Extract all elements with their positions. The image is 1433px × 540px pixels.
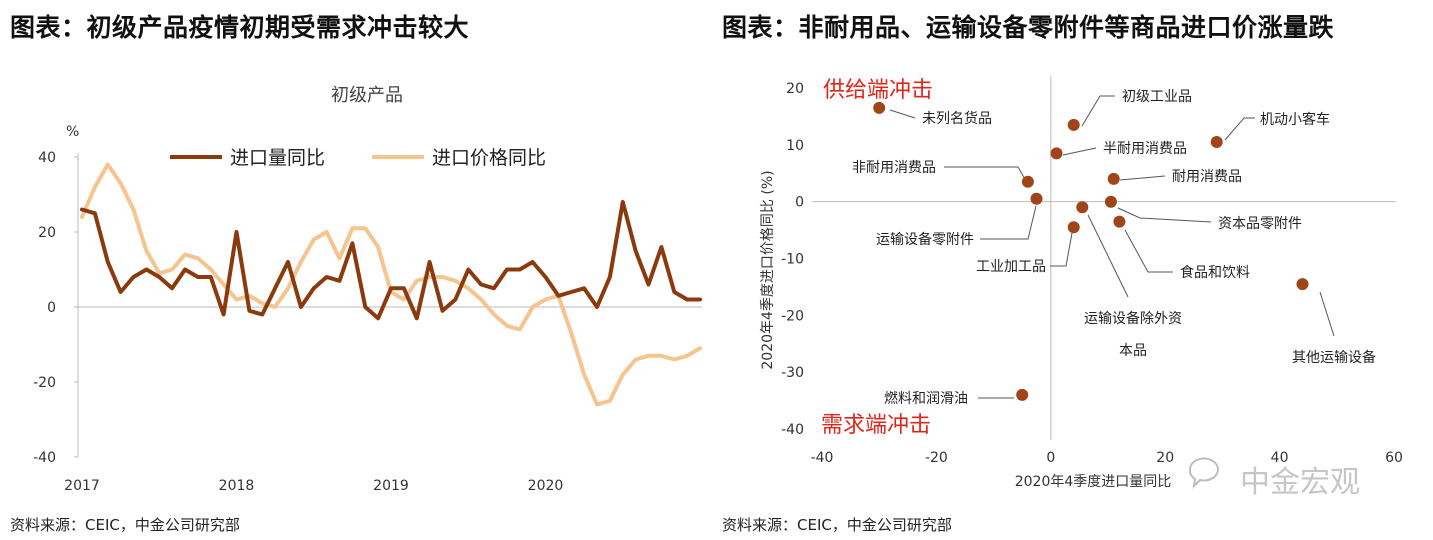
scatter-point-label: 资本品零附件 (1218, 216, 1302, 232)
scatter-point-label: 未列名货品 (922, 110, 992, 127)
left-legend-label-1: 进口量同比 (230, 147, 325, 169)
point-leader-line (889, 109, 916, 119)
watermark-text: 中金宏观 (1240, 465, 1360, 500)
right-x-tick-label: 60 (1385, 450, 1403, 466)
left-plot-title: 初级产品 (331, 85, 403, 106)
point-leader-line (1081, 95, 1115, 127)
point-leader-line (980, 205, 1037, 240)
scatter-point (1076, 201, 1089, 214)
scatter-point-label: 机动小客车 (1260, 111, 1330, 128)
right-y-tick-label: -10 (781, 252, 804, 268)
watermark-logo: 中金宏观 (1188, 457, 1360, 500)
left-y-tick-label: -40 (33, 450, 56, 466)
scatter-point-label: 运输设备零附件 (876, 231, 974, 248)
left-x-tick-label: 2020 (528, 478, 564, 494)
point-leader-line (1062, 147, 1097, 156)
scatter-point-label: 燃料和润滑油 (884, 390, 968, 407)
left-x-tick-label: 2019 (373, 478, 409, 494)
right-chart-title: 图表：非耐用品、运输设备零附件等商品进口价涨量跌 (722, 13, 1335, 42)
right-y-axis-title: 2020年4季度进口价格同比 (%) (760, 170, 776, 369)
left-y-tick-label: 20 (38, 225, 56, 241)
right-y-tick-label: -40 (781, 422, 804, 438)
wechat-icon (1188, 457, 1219, 489)
left-y-tick-label: -20 (33, 375, 56, 391)
right-x-tick-label: -20 (925, 450, 948, 466)
scatter-point (1030, 192, 1043, 205)
left-series-line-1 (80, 200, 702, 321)
right-x-tick-label: 0 (1046, 450, 1055, 466)
left-y-tick-label: 0 (47, 300, 56, 316)
scatter-point (1021, 175, 1034, 188)
right-source-note: 资料来源：CEIC，中金公司研究部 (722, 516, 952, 534)
right-x-tick-label: 40 (1271, 450, 1289, 466)
scatter-point-label: 初级工业品 (1122, 88, 1192, 105)
right-y-tick-label: -20 (781, 308, 804, 324)
right-x-tick-label: -40 (811, 450, 834, 466)
point-leader-line (1319, 291, 1335, 337)
point-leader-line (944, 166, 1027, 182)
scatter-point (1050, 147, 1063, 160)
left-legend-label-2: 进口价格同比 (432, 147, 546, 169)
scatter-point (1067, 221, 1080, 234)
right-x-axis-title: 2020年4季度进口量同比 (1015, 474, 1172, 490)
scatter-point-label: 其他运输设备 (1292, 349, 1376, 366)
point-leader-line (1050, 232, 1073, 267)
left-source-note: 资料来源：CEIC，中金公司研究部 (10, 516, 240, 534)
scatter-point (1104, 195, 1117, 208)
point-leader-line (1117, 207, 1212, 223)
scatter-point-label: 非耐用消费品 (852, 160, 936, 176)
scatter-point (1107, 172, 1120, 185)
point-leader-line (1224, 117, 1255, 141)
scatter-point-label: 半耐用消费品 (1103, 141, 1187, 157)
scatter-point-label: 工业加工品 (976, 259, 1046, 275)
demand-shock-label: 需求端冲击 (821, 413, 931, 438)
right-y-tick-label: 20 (786, 81, 804, 97)
point-leader-line (1119, 175, 1166, 181)
point-leader-line (1124, 229, 1173, 273)
right-y-tick-label: 0 (795, 195, 804, 211)
left-chart-title: 图表：初级产品疫情初期受需求冲击较大 (10, 13, 470, 42)
scatter-point-label: 食品和饮料 (1180, 264, 1250, 281)
left-x-tick-label: 2017 (64, 478, 100, 494)
point-leader-line (1087, 214, 1129, 298)
right-x-tick-label: 20 (1156, 450, 1174, 466)
scatter-point (1016, 388, 1029, 401)
scatter-point (873, 101, 886, 114)
scatter-point-label: 运输设备除外资 (1084, 310, 1182, 327)
left-x-tick-label: 2018 (219, 478, 255, 494)
scatter-point-label-cont: 本品 (1119, 343, 1147, 359)
scatter-point (1296, 278, 1309, 291)
right-y-tick-label: -30 (781, 365, 804, 381)
supply-shock-label: 供给端冲击 (823, 78, 933, 103)
scatter-point (1067, 118, 1080, 131)
right-y-tick-label: 10 (786, 138, 804, 154)
left-y-unit: % (66, 124, 79, 140)
left-y-tick-label: 40 (38, 150, 56, 166)
scatter-point (1113, 215, 1126, 228)
scatter-point-label: 耐用消费品 (1172, 169, 1242, 185)
scatter-point (1210, 136, 1223, 148)
